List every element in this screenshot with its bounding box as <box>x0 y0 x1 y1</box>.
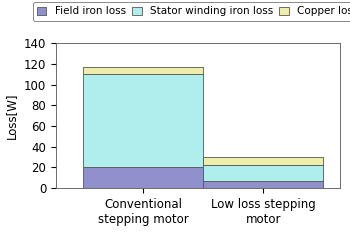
Bar <box>83 74 203 167</box>
Bar <box>203 181 323 188</box>
Bar <box>203 165 323 181</box>
Bar <box>203 157 323 165</box>
Bar <box>83 167 203 188</box>
Bar <box>83 67 203 74</box>
Y-axis label: Loss[W]: Loss[W] <box>5 93 18 139</box>
Legend: Field iron loss, Stator winding iron loss, Copper loss: Field iron loss, Stator winding iron los… <box>33 2 350 21</box>
